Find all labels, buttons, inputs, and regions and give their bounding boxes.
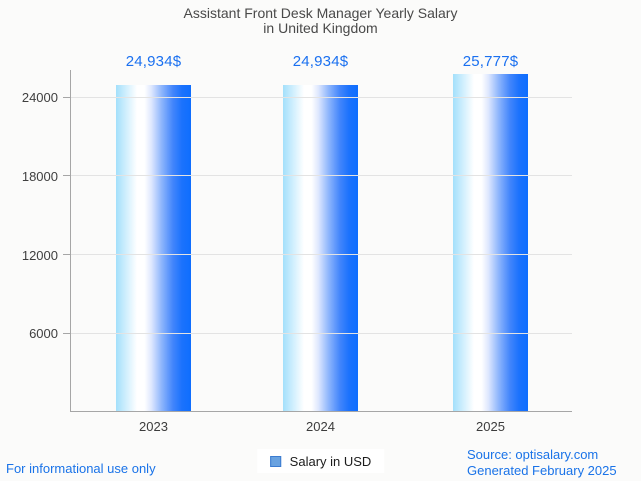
legend: Salary in USD: [256, 449, 385, 473]
bar-2024: [283, 84, 358, 411]
legend-swatch-icon: [269, 455, 281, 467]
chart-title-line1: Assistant Front Desk Manager Yearly Sala…: [183, 5, 458, 21]
y-tick-label-12000: 12000: [21, 247, 58, 263]
bar-2025: [453, 73, 528, 411]
y-gridline-18000: [71, 175, 572, 177]
x-axis-line: [70, 411, 572, 412]
x-tick-label-2024: 2024: [306, 419, 335, 434]
source-info: Source: optisalary.com Generated Februar…: [467, 447, 617, 478]
y-gridline-24000: [71, 96, 572, 98]
y-tick-mark-18000: [63, 175, 70, 177]
y-tick-label-6000: 6000: [29, 326, 58, 342]
chart-title: Assistant Front Desk Manager Yearly Sala…: [0, 6, 641, 36]
x-tick-label-2023: 2023: [139, 419, 168, 434]
chart-title-line2: in United Kingdom: [263, 20, 378, 36]
x-tick-label-2025: 2025: [476, 419, 505, 434]
legend-label: Salary in USD: [289, 453, 372, 469]
y-tick-mark-24000: [63, 96, 70, 98]
value-label-2023: 24,934$: [125, 53, 182, 70]
disclaimer-text: For informational use only: [6, 461, 156, 476]
y-axis-line: [70, 70, 71, 412]
y-tick-label-18000: 18000: [21, 168, 58, 184]
source-text: Source: optisalary.com: [467, 447, 599, 462]
y-gridline-6000: [71, 332, 572, 334]
y-tick-mark-12000: [63, 254, 70, 255]
y-tick-mark-6000: [63, 332, 70, 334]
generated-text: Generated February 2025: [467, 462, 617, 478]
y-tick-label-24000: 24000: [21, 90, 58, 105]
value-label-2025: 25,777$: [462, 53, 519, 70]
bar-2023: [116, 84, 191, 411]
y-gridline-12000: [71, 254, 572, 255]
value-label-2024: 24,934$: [292, 53, 349, 70]
